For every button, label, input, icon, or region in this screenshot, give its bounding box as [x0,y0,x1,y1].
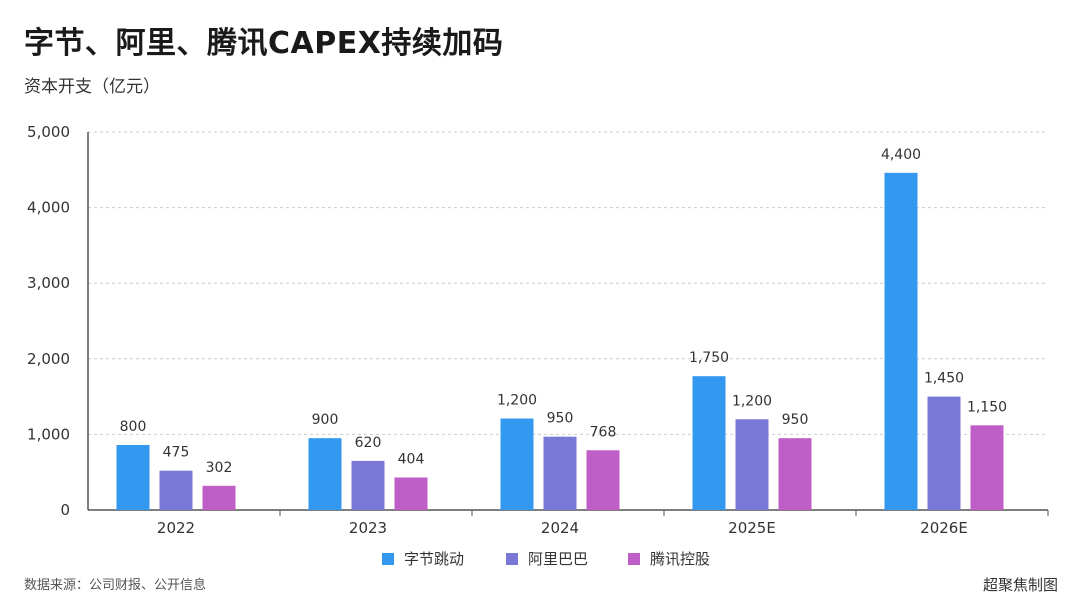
y-tick-label: 1,000 [27,425,70,443]
legend-label: 腾讯控股 [650,550,710,568]
x-tick-label: 2022 [157,519,195,537]
data-label: 1,200 [732,393,772,409]
x-tick-label: 2024 [541,519,579,537]
brand-label: 超聚焦制图 [982,576,1058,594]
bar [970,425,1004,510]
data-source-note: 数据来源：公司财报、公开信息 [24,578,207,593]
y-tick-label: 3,000 [27,274,70,292]
y-tick-label: 0 [60,501,70,519]
data-label: 1,200 [497,393,537,409]
bar [202,485,236,510]
data-label: 1,750 [689,350,729,366]
bar [351,460,385,510]
data-label: 620 [355,435,382,451]
data-label: 950 [547,411,574,427]
x-tick-label: 2023 [349,519,387,537]
data-label: 768 [590,424,617,440]
data-label: 800 [120,419,147,435]
bar [308,438,342,510]
legend-swatch [628,553,640,565]
y-tick-label: 2,000 [27,350,70,368]
data-label: 1,450 [924,371,964,387]
bar [927,396,961,510]
bar [543,436,577,510]
bar [692,376,726,510]
data-label: 900 [312,412,339,428]
bar [586,450,620,510]
y-tick-label: 5,000 [27,123,70,141]
x-tick-label: 2025E [728,519,776,537]
legend-label: 字节跳动 [404,550,464,568]
y-axis-title: 资本开支（亿元） [24,77,160,97]
bar [394,477,428,510]
data-label: 302 [206,460,233,476]
x-tick-label: 2026E [920,519,968,537]
bar [116,444,150,510]
legend-swatch [382,553,394,565]
bar [159,470,193,510]
data-label: 475 [163,445,190,461]
data-label: 4,400 [881,147,921,163]
bar [884,172,918,510]
bar [500,418,534,510]
data-label: 950 [782,412,809,428]
data-label: 404 [398,451,425,467]
bar [778,438,812,510]
legend-swatch [506,553,518,565]
data-label: 1,150 [967,399,1007,415]
bar [735,419,769,510]
y-tick-label: 4,000 [27,199,70,217]
legend-label: 阿里巴巴 [528,550,588,568]
chart-title: 字节、阿里、腾讯CAPEX持续加码 [24,26,504,61]
